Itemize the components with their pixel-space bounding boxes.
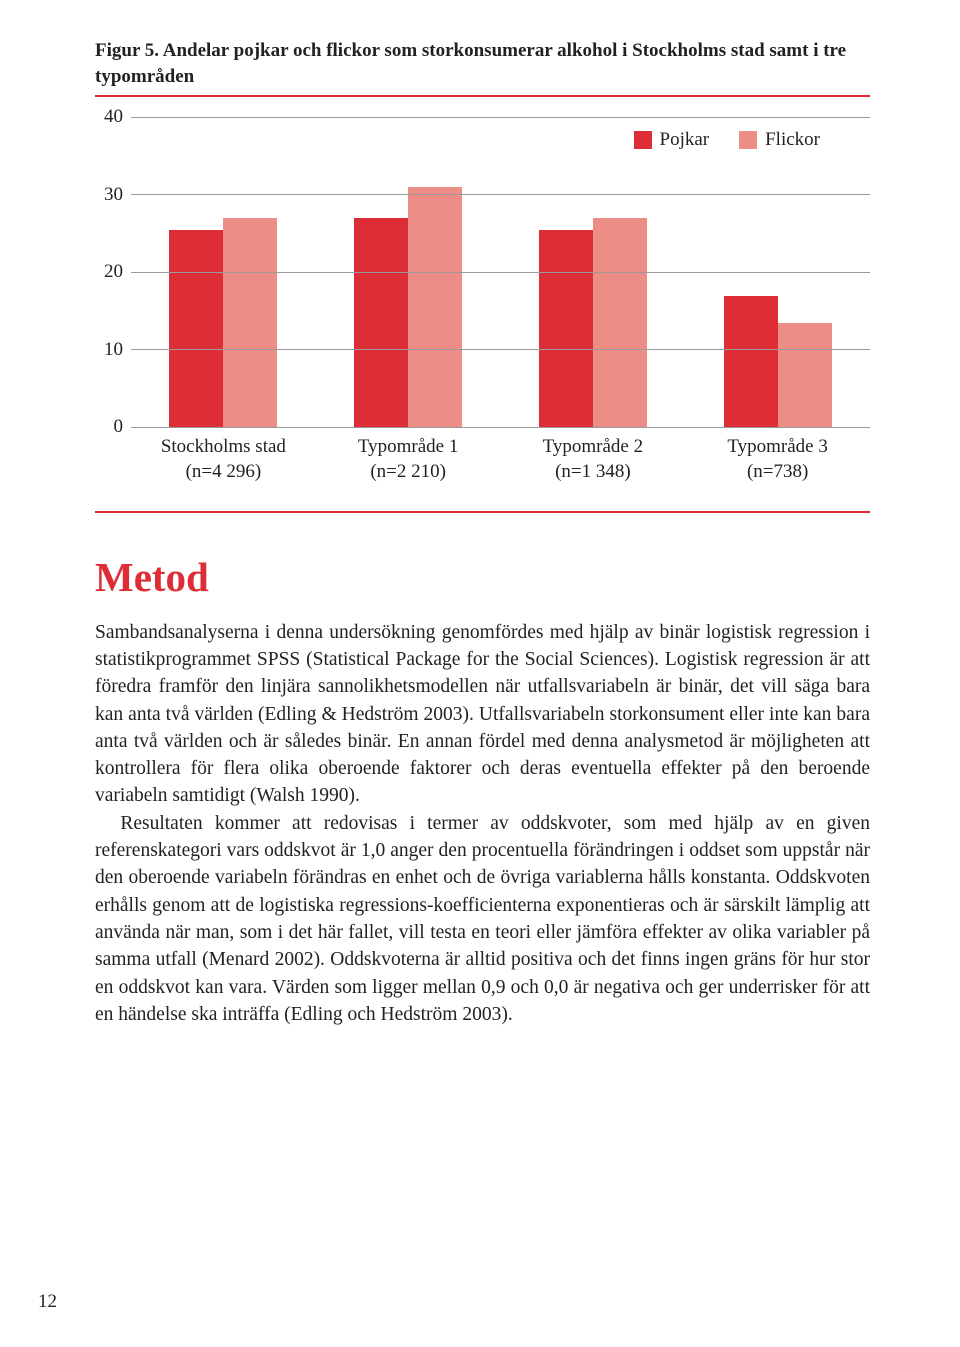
legend-swatch bbox=[739, 131, 757, 149]
x-label: Typområde 3(n=738) bbox=[685, 435, 870, 484]
figure-title: Figur 5. Andelar pojkar och flickor som … bbox=[95, 38, 870, 89]
bar bbox=[408, 187, 462, 427]
paragraph-1: Sambandsanalyserna i denna undersökning … bbox=[95, 619, 870, 810]
bar-group bbox=[724, 296, 832, 428]
section-heading: Metod bbox=[95, 553, 870, 601]
bar-group bbox=[539, 218, 647, 427]
rule-top bbox=[95, 95, 870, 97]
bar bbox=[593, 218, 647, 427]
rule-bottom bbox=[95, 511, 870, 513]
legend-item: Pojkar bbox=[634, 129, 710, 151]
bar bbox=[169, 230, 223, 428]
legend-label: Pojkar bbox=[660, 129, 710, 151]
gridline bbox=[131, 194, 870, 195]
chart: PojkarFlickor 403020100 Stockholms stad(… bbox=[95, 117, 870, 484]
ytick-label: 0 bbox=[95, 416, 131, 438]
legend-label: Flickor bbox=[765, 129, 820, 151]
bar bbox=[354, 218, 408, 427]
bar-group bbox=[169, 218, 277, 427]
ytick: 40 bbox=[95, 106, 870, 128]
ytick-label: 20 bbox=[95, 261, 131, 283]
x-label: Typområde 1(n=2 210) bbox=[316, 435, 501, 484]
bar bbox=[539, 230, 593, 428]
chart-legend: Pojkar Flickor bbox=[634, 129, 821, 151]
bar bbox=[724, 296, 778, 428]
page-number: 12 bbox=[38, 1291, 57, 1313]
gridline bbox=[131, 272, 870, 273]
ytick: 10 bbox=[95, 339, 870, 361]
x-label: Typområde 2(n=1 348) bbox=[501, 435, 686, 484]
bar bbox=[223, 218, 277, 427]
chart-plot-area: PojkarFlickor 403020100 bbox=[95, 117, 870, 427]
gridline bbox=[131, 427, 870, 428]
ytick-label: 30 bbox=[95, 184, 131, 206]
ytick: 30 bbox=[95, 184, 870, 206]
bar-group bbox=[354, 187, 462, 427]
body-text: Sambandsanalyserna i denna undersökning … bbox=[95, 619, 870, 1028]
ytick-label: 10 bbox=[95, 339, 131, 361]
x-label: Stockholms stad(n=4 296) bbox=[131, 435, 316, 484]
chart-x-labels: Stockholms stad(n=4 296)Typområde 1(n=2 … bbox=[131, 435, 870, 484]
legend-item: Flickor bbox=[739, 129, 820, 151]
ytick: 0 bbox=[95, 416, 870, 438]
legend-swatch bbox=[634, 131, 652, 149]
ytick: 20 bbox=[95, 261, 870, 283]
paragraph-2: Resultaten kommer att redovisas i termer… bbox=[95, 810, 870, 1028]
gridline bbox=[131, 117, 870, 118]
gridline bbox=[131, 349, 870, 350]
ytick-label: 40 bbox=[95, 106, 131, 128]
